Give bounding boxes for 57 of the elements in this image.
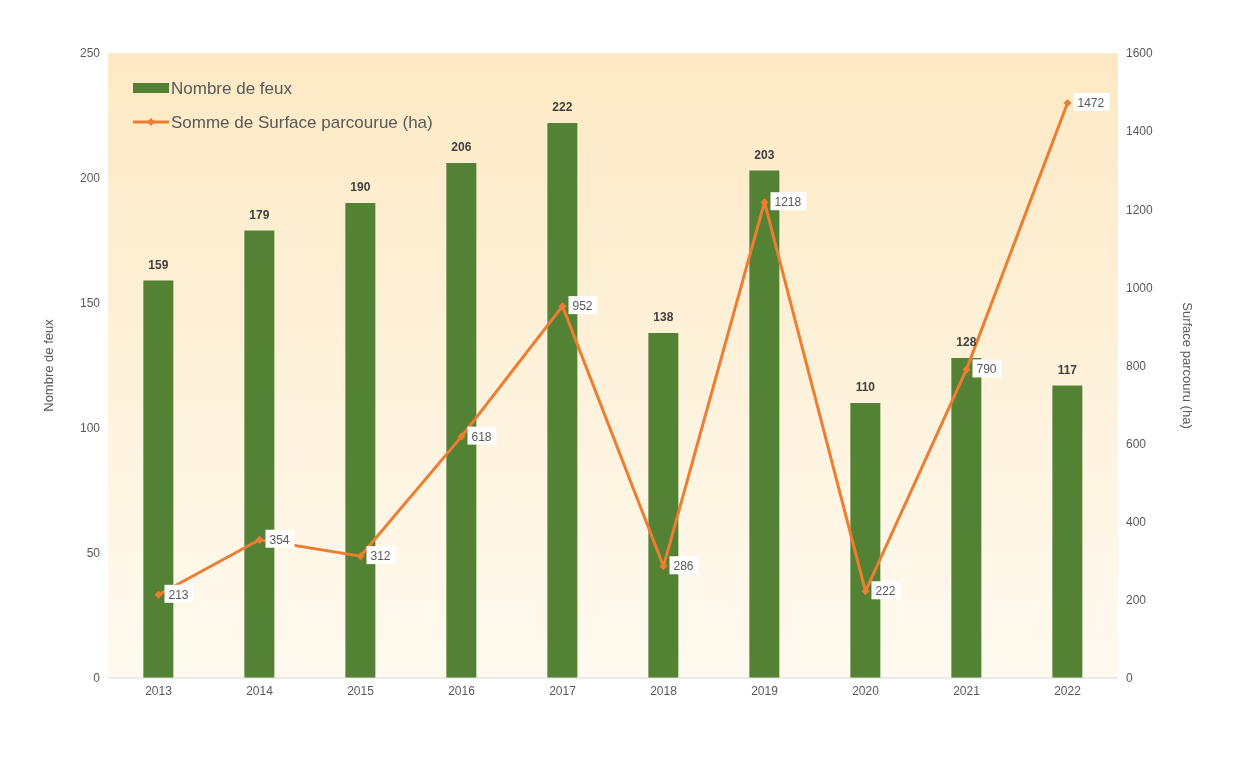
data-label: 286 bbox=[673, 559, 694, 574]
data-label: 1218 bbox=[774, 195, 802, 210]
y2-tick-label: 400 bbox=[1126, 515, 1147, 530]
y2-tick-label: 600 bbox=[1126, 436, 1147, 451]
y-tick-label: 50 bbox=[86, 546, 101, 561]
x-tick-label: 2018 bbox=[650, 683, 678, 698]
data-label: 190 bbox=[350, 180, 371, 194]
data-label: 117 bbox=[1057, 362, 1078, 377]
y2-tick-label: 1200 bbox=[1126, 202, 1154, 217]
data-label: 213 bbox=[168, 587, 189, 602]
legend-label: Somme de Surface parcourue (ha) bbox=[171, 112, 434, 134]
y2-tick-label: 0 bbox=[1126, 671, 1133, 686]
data-label: 952 bbox=[572, 299, 593, 314]
data-label: 618 bbox=[471, 429, 492, 444]
x-tick-label: 2019 bbox=[751, 683, 779, 698]
data-label: 179 bbox=[249, 207, 270, 222]
y2-axis-title: Surface parcouru (ha) bbox=[1180, 302, 1196, 429]
y2-tick-label: 1600 bbox=[1126, 46, 1154, 61]
data-label: 159 bbox=[148, 257, 169, 272]
y-tick-label: 200 bbox=[79, 171, 101, 186]
x-tick-label: 2014 bbox=[246, 683, 274, 698]
data-label: 110 bbox=[855, 380, 876, 394]
point bbox=[255, 535, 264, 544]
legend-label: Nombre de feux bbox=[171, 78, 293, 100]
y-tick-label: 100 bbox=[79, 421, 101, 436]
data-label: 138 bbox=[653, 310, 674, 324]
x-tick-label: 2020 bbox=[852, 683, 880, 698]
point bbox=[457, 432, 466, 441]
y-tick-label: 150 bbox=[79, 296, 101, 311]
x-tick-label: 2016 bbox=[448, 683, 476, 698]
point bbox=[558, 302, 567, 311]
data-label: 312 bbox=[370, 549, 391, 564]
point bbox=[154, 590, 163, 599]
x-tick-label: 2022 bbox=[1054, 683, 1082, 698]
y2-tick-label: 1400 bbox=[1126, 124, 1154, 139]
x-tick-label: 2013 bbox=[145, 683, 173, 698]
data-label: 790 bbox=[976, 362, 997, 377]
y-tick-label: 250 bbox=[79, 46, 101, 61]
data-label: 1472 bbox=[1077, 96, 1105, 110]
x-tick-label: 2021 bbox=[953, 683, 981, 698]
y2-tick-label: 1000 bbox=[1126, 280, 1154, 295]
y2-tick-label: 800 bbox=[1126, 358, 1147, 373]
y2-tick-label: 200 bbox=[1126, 593, 1147, 608]
point bbox=[1063, 99, 1072, 107]
x-tick-label: 2017 bbox=[549, 683, 577, 698]
data-label: 203 bbox=[754, 147, 775, 162]
data-label: 206 bbox=[451, 140, 472, 154]
data-label: 222 bbox=[875, 584, 896, 599]
data-label: 128 bbox=[956, 335, 977, 349]
y-tick-label: 0 bbox=[93, 671, 101, 686]
point bbox=[962, 365, 971, 374]
y-axis-title: Nombre de feux bbox=[40, 318, 56, 412]
bar bbox=[1052, 385, 1083, 678]
data-label: 222 bbox=[552, 100, 573, 114]
x-tick-label: 2015 bbox=[347, 683, 375, 698]
data-label: 354 bbox=[269, 532, 290, 547]
point bbox=[356, 552, 365, 561]
